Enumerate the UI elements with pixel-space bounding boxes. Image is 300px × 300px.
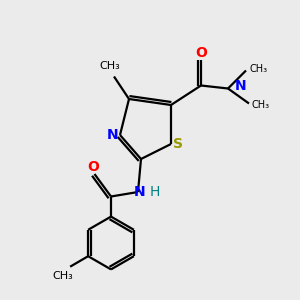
Text: N: N [134,185,145,199]
Text: N: N [235,79,246,92]
Text: O: O [87,160,99,174]
Text: S: S [173,137,184,151]
Text: H: H [149,185,160,199]
Text: CH₃: CH₃ [52,271,73,281]
Text: O: O [195,46,207,60]
Text: CH₃: CH₃ [249,64,267,74]
Text: N: N [107,128,118,142]
Text: CH₃: CH₃ [99,61,120,71]
Text: CH₃: CH₃ [252,100,270,110]
